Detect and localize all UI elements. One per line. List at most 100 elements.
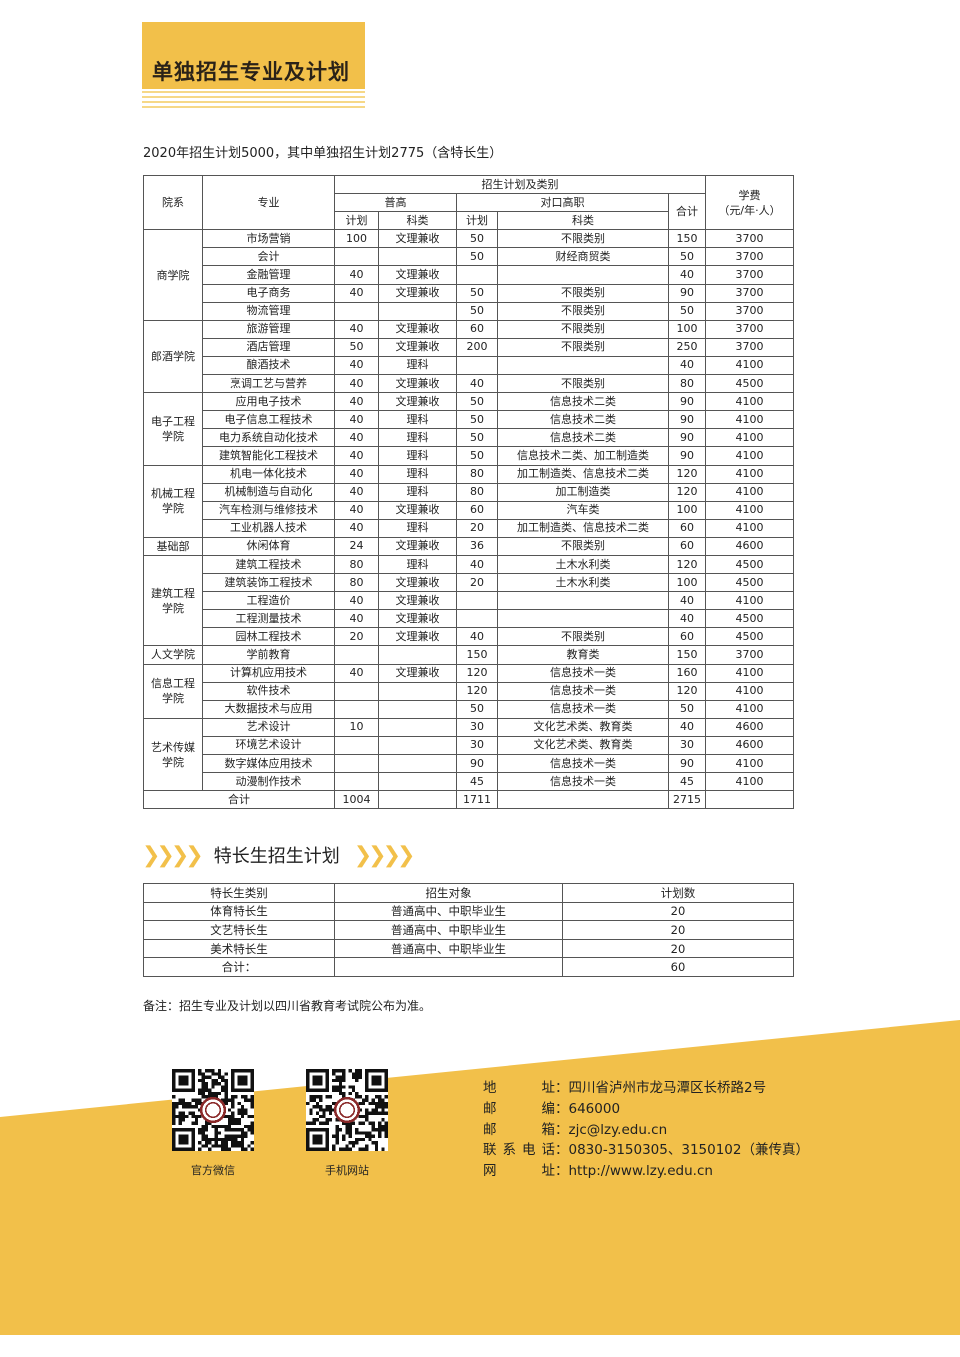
general-plan-cell: 40 [334, 663, 379, 683]
major-cell: 电子信息工程技术 [202, 410, 335, 430]
general-plan-cell: 50 [334, 337, 379, 357]
total-vocational-plan: 1711 [456, 790, 498, 810]
fee-cell: 4600 [705, 717, 795, 737]
quota-cell: 20 [562, 938, 794, 959]
general-plan-cell [334, 699, 379, 719]
total-cell: 250 [667, 337, 707, 357]
vocational-plan-cell: 50 [456, 446, 498, 466]
table-row: 基础部 休闲体育 24 文理兼收 36 不限类别 60 4600 [143, 536, 795, 556]
major-cell: 电力系统自动化技术 [202, 428, 335, 448]
total-cell: 120 [667, 681, 707, 701]
qr-code-wechat[interactable] [172, 1069, 254, 1151]
special-section-title: 特长生招生计划 [213, 846, 340, 867]
quota-cell: 20 [562, 920, 794, 940]
total-general-plan: 1004 [334, 790, 379, 810]
major-cell: 计算机应用技术 [202, 663, 335, 683]
header-dept: 院系 [143, 174, 203, 231]
general-type-cell [378, 301, 457, 321]
vocational-plan-cell [456, 609, 498, 629]
general-type-cell: 文理兼收 [378, 573, 457, 593]
qr-code-icon [306, 1069, 388, 1151]
banner-line [142, 96, 365, 98]
vocational-plan-cell: 40 [456, 554, 498, 575]
vocational-plan-cell: 40 [456, 374, 498, 394]
vocational-plan-cell: 50 [456, 247, 498, 267]
contact-key: 联系电话 [483, 1142, 555, 1159]
fee-cell: 4100 [705, 428, 795, 448]
major-cell: 物流管理 [202, 301, 335, 321]
fee-cell: 4100 [705, 591, 795, 611]
fee-cell: 4500 [705, 374, 795, 394]
general-plan-cell: 40 [334, 500, 379, 520]
vocational-type-cell: 土木水利类 [497, 554, 669, 575]
header-vocational-type: 科类 [497, 211, 669, 231]
vocational-type-cell: 土木水利类 [497, 573, 669, 593]
vocational-plan-cell: 50 [456, 410, 498, 430]
contact-line: 联系电话 ：0830-3150305、3150102（兼传真） [483, 1140, 809, 1161]
special-header: 特长生类别 [143, 883, 335, 903]
major-cell: 环境艺术设计 [202, 735, 335, 756]
major-cell: 工业机器人技术 [202, 518, 335, 538]
qr-code-mobile-site[interactable] [306, 1069, 388, 1151]
total-cell: 80 [667, 374, 707, 394]
empty-cell [334, 957, 563, 977]
general-plan-cell: 20 [334, 627, 379, 647]
table-row: 文艺特长生 普通高中、中职毕业生 20 [143, 920, 794, 940]
empty-cell [705, 790, 795, 810]
total-cell: 100 [667, 573, 707, 593]
table-row: 工业机器人技术 40 理科 20 加工制造类、信息技术二类 60 4100 [144, 518, 795, 538]
target-cell: 普通高中、中职毕业生 [334, 920, 563, 940]
table-row: 信息工程 学院 计算机应用技术 40 文理兼收 120 信息技术一类 160 4100 [143, 663, 795, 719]
contact-value[interactable]: ：zjc@lzy.edu.cn [555, 1121, 668, 1138]
vocational-type-cell: 教育类 [497, 645, 669, 665]
general-type-cell: 理科 [378, 554, 457, 575]
qr-code-icon [172, 1069, 254, 1151]
table-row: 数字媒体应用技术 90 信息技术一类 90 4100 [144, 753, 795, 774]
fee-cell: 3700 [705, 283, 795, 303]
table-row: 建筑工程 学院 建筑工程技术 80 理科 40 土木水利类 120 4500 [143, 554, 795, 647]
fee-cell: 4500 [705, 627, 795, 647]
major-cell: 金融管理 [202, 265, 335, 285]
general-type-cell: 文理兼收 [378, 265, 457, 285]
general-plan-cell: 80 [334, 573, 379, 593]
general-type-cell [378, 681, 457, 701]
general-plan-cell: 40 [334, 374, 379, 394]
table-row: 汽车检测与维修技术 40 文理兼收 60 汽车类 100 4100 [144, 500, 795, 520]
vocational-plan-cell: 20 [456, 518, 498, 538]
contact-value[interactable]: ：http://www.lzy.edu.cn [555, 1163, 713, 1180]
general-plan-cell [334, 681, 379, 701]
fee-cell: 4100 [705, 681, 795, 701]
vocational-plan-cell: 50 [456, 301, 498, 321]
general-type-cell [378, 717, 457, 737]
table-row: 工程造价 40 文理兼收 40 4100 [144, 591, 795, 611]
vocational-type-cell: 不限类别 [497, 319, 669, 339]
vocational-type-cell: 信息技术二类 [497, 428, 669, 448]
special-total: 60 [562, 957, 794, 977]
major-cell: 工程测量技术 [202, 609, 335, 629]
table-row: 电力系统自动化技术 40 理科 50 信息技术二类 90 4100 [144, 428, 795, 448]
fee-cell: 3700 [705, 265, 795, 285]
dept-cell: 商学院 [143, 229, 203, 321]
general-plan-cell: 40 [334, 410, 379, 430]
vocational-plan-cell: 50 [456, 428, 498, 448]
table-row: 建筑装饰工程技术 80 文理兼收 20 土木水利类 100 4500 [144, 573, 795, 593]
total-cell: 100 [667, 319, 707, 339]
contact-value: ：四川省泸州市龙马潭区长桥路2号 [555, 1080, 767, 1096]
fee-cell: 4600 [705, 536, 795, 556]
vocational-plan-cell [456, 355, 498, 376]
total-cell: 50 [667, 247, 707, 267]
major-cell: 建筑智能化工程技术 [202, 446, 335, 466]
dept-cell: 电子工程 学院 [143, 392, 203, 466]
total-sum: 2715 [667, 790, 707, 810]
fee-cell: 4500 [705, 573, 795, 593]
general-plan-cell: 40 [334, 265, 379, 285]
major-cell: 建筑工程技术 [202, 554, 335, 575]
header-plan-group: 招生计划及类别 [333, 174, 707, 195]
total-cell: 45 [667, 772, 707, 792]
vocational-plan-cell [456, 591, 498, 611]
intro-text: 2020年招生计划5000，其中单独招生计划2775（含特长生） [143, 146, 503, 161]
vocational-type-cell: 信息技术一类 [497, 753, 669, 774]
vocational-plan-cell: 30 [456, 735, 498, 756]
general-type-cell [378, 645, 457, 665]
general-plan-cell: 40 [334, 591, 379, 611]
